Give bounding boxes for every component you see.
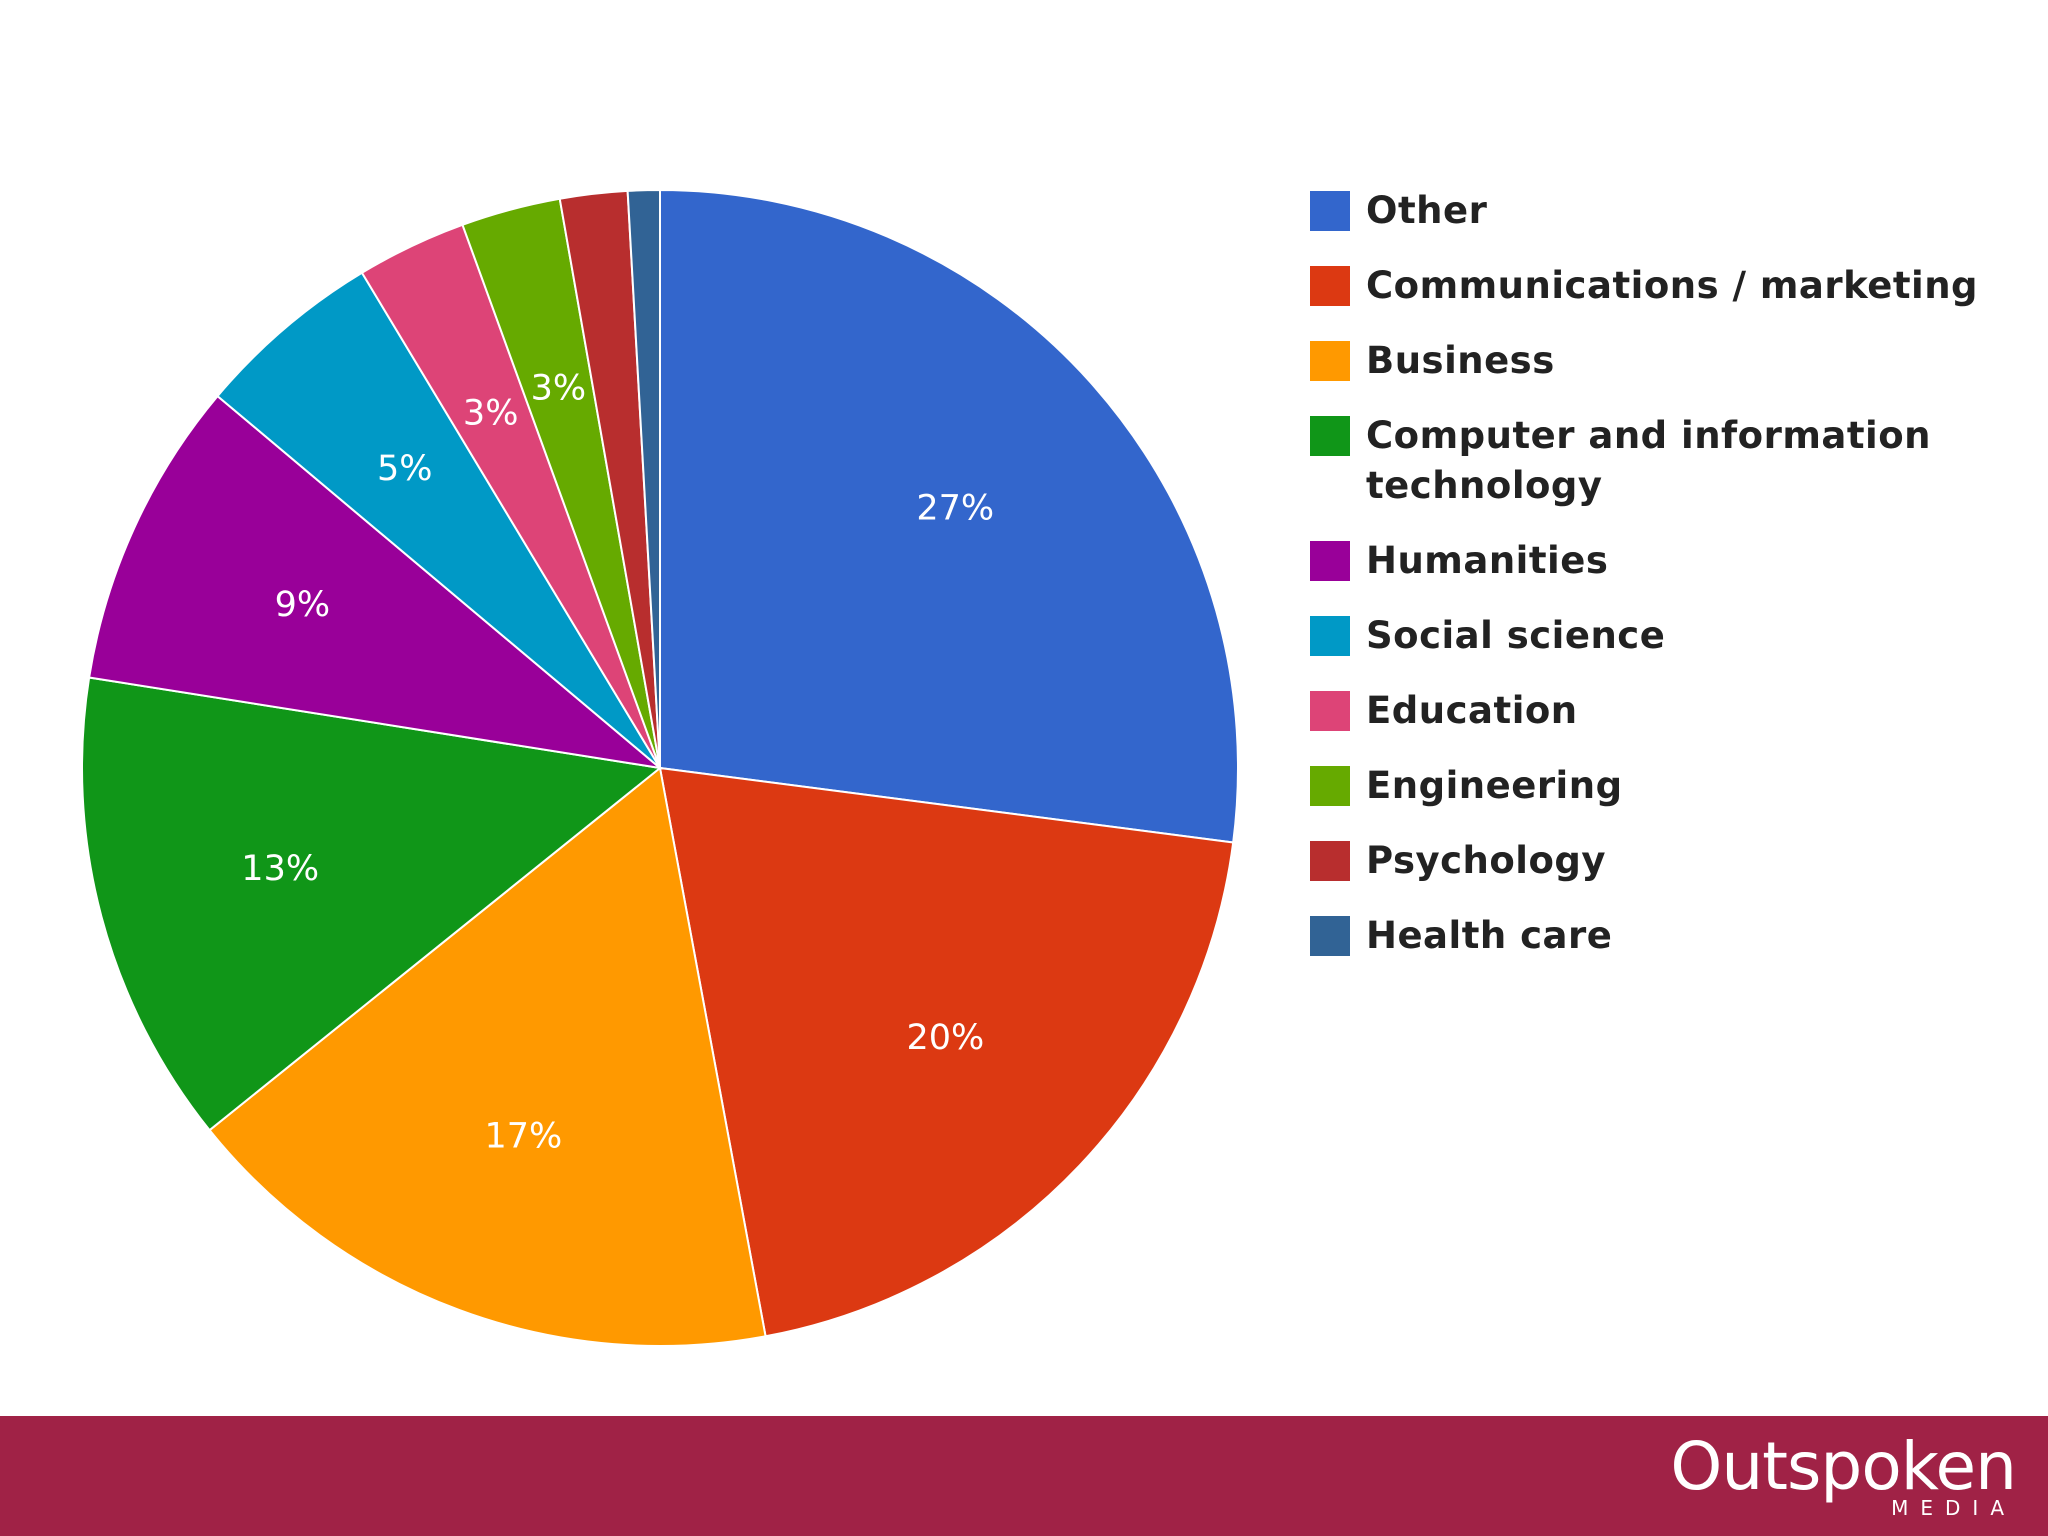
legend-label: Business (1366, 339, 1555, 382)
legend-swatch (1310, 416, 1350, 456)
pie-slice-social-science (216, 271, 661, 769)
legend-swatch (1310, 191, 1350, 231)
slice-label-2: 17% (485, 1117, 563, 1157)
legend-item: Computer and information technology (1310, 411, 2010, 511)
slice-label-1: 20% (907, 1018, 985, 1058)
legend-item: Health care (1310, 911, 2010, 961)
outspoken-media-logo: Outspoken MEDIA (1670, 1428, 2017, 1520)
pie-chart: 27% 20% 17% 13% 9% 5% 3% 3% (81, 188, 1239, 1347)
pie-slice-business (208, 766, 767, 1347)
footer-bar: Outspoken MEDIA (0, 1416, 2048, 1536)
legend-swatch (1310, 691, 1350, 731)
legend-label: Education (1366, 689, 1578, 732)
legend-item: Psychology (1310, 836, 2010, 886)
legend-item: Other (1310, 186, 2010, 236)
legend-swatch (1310, 541, 1350, 581)
slice-label-6: 3% (463, 393, 519, 433)
legend-label: Psychology (1366, 839, 1607, 882)
legend-swatch (1310, 841, 1350, 881)
pie-slice-other (659, 188, 1239, 844)
pie-slice-computer-and-information-technology (81, 676, 663, 1132)
pie-slices (81, 188, 1239, 1347)
pie-slice-health-care (626, 188, 661, 769)
legend-item: Engineering (1310, 761, 2010, 811)
legend-swatch (1310, 266, 1350, 306)
legend-item: Humanities (1310, 536, 2010, 586)
legend-item: Business (1310, 336, 2010, 386)
legend-swatch (1310, 341, 1350, 381)
legend-label: Engineering (1366, 764, 1623, 807)
legend-swatch (1310, 766, 1350, 806)
pie-slice-communications-marketing (658, 766, 1235, 1338)
pie-slice-humanities (87, 394, 664, 770)
legend-swatch (1310, 616, 1350, 656)
legend-swatch (1310, 916, 1350, 956)
legend-label: Health care (1366, 914, 1613, 957)
legend-item: Communications / marketing (1310, 261, 2010, 311)
legend-item: Education (1310, 686, 2010, 736)
slice-label-0: 27% (916, 489, 994, 529)
legend-label: Computer and information technology (1366, 414, 1931, 507)
legend-item: Social science (1310, 611, 2010, 661)
pie-slice-labels: 27% 20% 17% 13% 9% 5% 3% 3% (241, 368, 994, 1156)
legend-label: Humanities (1366, 539, 1609, 582)
legend-label: Other (1366, 189, 1488, 232)
slice-label-7: 3% (531, 368, 587, 408)
logo-wordmark: Outspoken (1670, 1428, 2017, 1505)
slice-label-5: 5% (377, 449, 433, 489)
legend-label: Social science (1366, 614, 1666, 657)
slice-label-3: 13% (241, 849, 319, 889)
chart-legend: Other Communications / marketing Business C… (1310, 186, 2010, 986)
logo-subtext: MEDIA (1891, 1496, 2016, 1520)
slice-label-4: 9% (275, 585, 331, 625)
legend-label: Communications / marketing (1366, 264, 1979, 307)
